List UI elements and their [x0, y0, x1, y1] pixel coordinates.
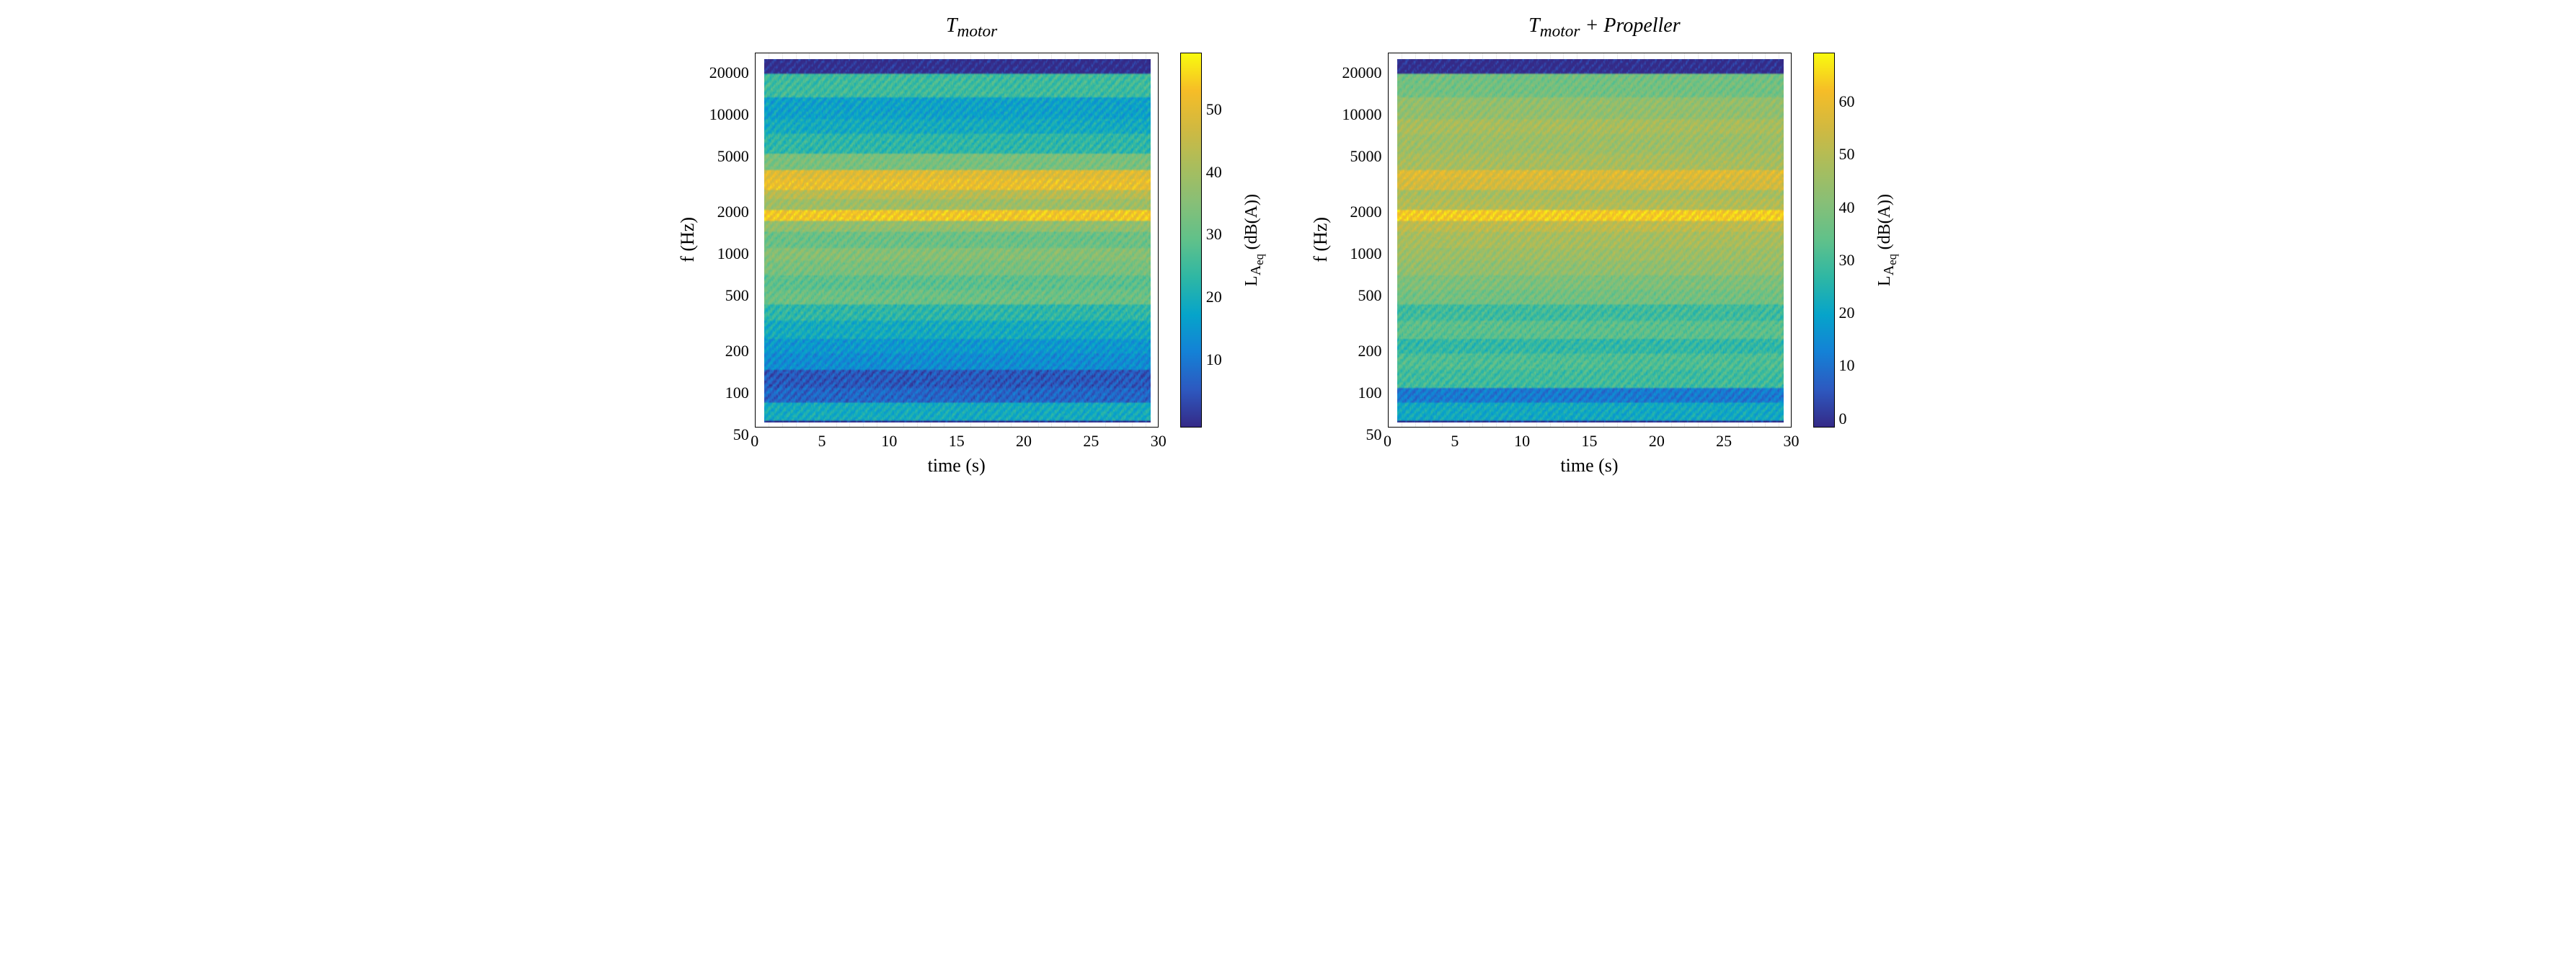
- x-axis-label: time (s): [755, 455, 1159, 477]
- colorbar-tick: 30: [1206, 225, 1222, 244]
- colorbar-tick: 20: [1206, 288, 1222, 306]
- spectrogram-canvas: [1397, 59, 1784, 422]
- y-tick: 100: [725, 384, 749, 402]
- y-tick: 100: [1358, 384, 1382, 402]
- x-tick: 20: [1649, 432, 1665, 451]
- colorbar-tick: 20: [1839, 304, 1855, 322]
- panel-title: Tmotor: [677, 14, 1267, 42]
- x-tick: 30: [1151, 432, 1167, 451]
- x-axis-ticks: 051015202530: [1388, 432, 1792, 452]
- y-axis-ticks: 501002005001000200050001000020000: [1337, 53, 1388, 428]
- spectrogram-canvas: [764, 59, 1151, 422]
- panel-title: Tmotor + Propeller: [1310, 14, 1900, 42]
- y-tick: 20000: [709, 63, 749, 82]
- y-tick: 5000: [717, 147, 749, 166]
- colorbar-ticks: 0 10 20 30 40 50 60: [1839, 53, 1868, 428]
- plot-area: [755, 53, 1159, 428]
- colorbar-tick: 10: [1839, 356, 1855, 375]
- colorbar-tick: 60: [1839, 92, 1855, 111]
- x-tick: 25: [1083, 432, 1099, 451]
- colorbar-label: LAeq (dB(A)): [1875, 194, 1900, 286]
- x-tick: 10: [881, 432, 897, 451]
- y-axis-label: f (Hz): [677, 217, 699, 262]
- y-tick: 5000: [1350, 147, 1382, 166]
- y-tick: 200: [1358, 342, 1382, 360]
- x-tick: 20: [1016, 432, 1032, 451]
- y-tick: 500: [1358, 286, 1382, 305]
- y-tick: 500: [725, 286, 749, 305]
- x-tick: 5: [1451, 432, 1459, 451]
- spectrogram-panel-0: Tmotorf (Hz)5010020050010002000500010000…: [677, 14, 1267, 477]
- x-tick: 15: [949, 432, 965, 451]
- y-tick: 10000: [709, 105, 749, 124]
- colorbar-tick: 50: [1206, 100, 1222, 119]
- y-tick: 2000: [717, 203, 749, 221]
- x-tick: 5: [818, 432, 826, 451]
- colorbar-label: LAeq (dB(A)): [1242, 194, 1267, 286]
- y-tick: 2000: [1350, 203, 1382, 221]
- colorbar-ticks: 10 20 30 40 50: [1206, 53, 1235, 428]
- y-tick: 50: [1366, 425, 1382, 444]
- x-axis-label: time (s): [1388, 455, 1792, 477]
- y-axis-label: f (Hz): [1310, 217, 1332, 262]
- colorbar-tick: 50: [1839, 145, 1855, 164]
- x-tick: 0: [1384, 432, 1391, 451]
- colorbar-tick: 30: [1839, 251, 1855, 270]
- plot-area: [1388, 53, 1792, 428]
- colorbar-tick: 0: [1839, 410, 1847, 428]
- x-tick: 10: [1514, 432, 1530, 451]
- y-tick: 50: [733, 425, 749, 444]
- x-tick: 25: [1716, 432, 1732, 451]
- x-tick: 15: [1582, 432, 1598, 451]
- y-tick: 10000: [1342, 105, 1382, 124]
- x-axis-ticks: 051015202530: [755, 432, 1159, 452]
- y-tick: 1000: [1350, 244, 1382, 263]
- y-tick: 1000: [717, 244, 749, 263]
- x-tick: 0: [751, 432, 758, 451]
- colorbar: [1813, 53, 1835, 428]
- colorbar-tick: 10: [1206, 350, 1222, 369]
- colorbar-tick: 40: [1839, 198, 1855, 217]
- x-tick: 30: [1784, 432, 1800, 451]
- y-tick: 20000: [1342, 63, 1382, 82]
- spectrogram-panel-1: Tmotor + Propellerf (Hz)5010020050010002…: [1310, 14, 1900, 477]
- y-axis-ticks: 501002005001000200050001000020000: [704, 53, 755, 428]
- colorbar-tick: 40: [1206, 163, 1222, 182]
- colorbar: [1180, 53, 1202, 428]
- y-tick: 200: [725, 342, 749, 360]
